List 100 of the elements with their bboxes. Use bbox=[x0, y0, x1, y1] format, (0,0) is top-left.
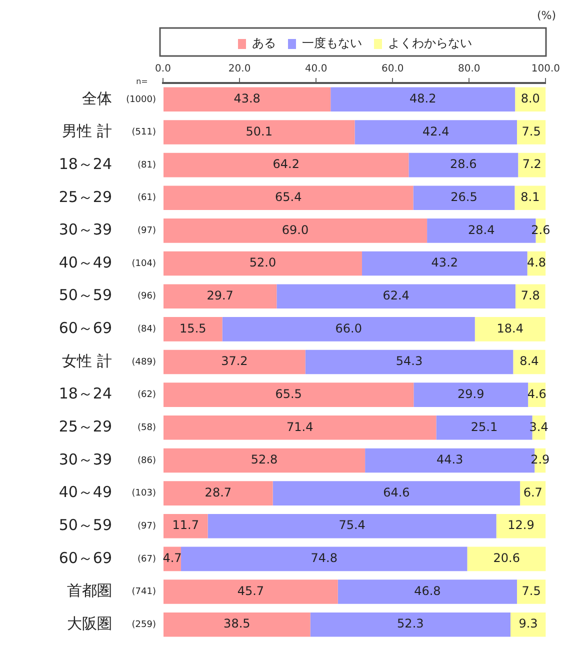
data-label: 74.8 bbox=[310, 551, 338, 566]
bar bbox=[516, 120, 546, 144]
x-tick-label: 20.0 bbox=[228, 64, 251, 75]
x-tick-label: 80.0 bbox=[458, 64, 480, 75]
data-label: 4.7 bbox=[162, 551, 182, 566]
data-label: 20.6 bbox=[493, 551, 520, 566]
data-label: 64.6 bbox=[383, 485, 410, 500]
data-label: 52.8 bbox=[250, 452, 278, 467]
data-label: 2.6 bbox=[531, 222, 550, 237]
category-label: 18～24 (62) bbox=[58, 384, 156, 403]
x-tick-label: 60.0 bbox=[381, 64, 404, 75]
bar bbox=[164, 284, 277, 308]
bar bbox=[414, 382, 528, 407]
bar bbox=[520, 481, 546, 506]
data-label: 25.1 bbox=[470, 420, 498, 434]
category-label: 25～29 (61) bbox=[58, 188, 156, 206]
category-label: 60～69 (84) bbox=[58, 319, 156, 338]
bar bbox=[338, 580, 517, 604]
data-label: 64.2 bbox=[272, 157, 300, 172]
bar bbox=[164, 448, 366, 473]
data-label: 65.4 bbox=[275, 190, 302, 204]
bar bbox=[164, 87, 331, 112]
data-label: 54.3 bbox=[396, 354, 423, 368]
bar bbox=[467, 546, 546, 572]
category-label: 女性 計 (489) bbox=[62, 352, 156, 370]
bar bbox=[496, 514, 546, 538]
y-tick-label: 全体 (1000) bbox=[82, 89, 156, 108]
bar bbox=[164, 350, 306, 374]
bar bbox=[514, 186, 546, 210]
data-label: 46.8 bbox=[414, 584, 441, 598]
data-label: 43.2 bbox=[431, 256, 458, 270]
data-label: 69.0 bbox=[282, 222, 309, 237]
bar bbox=[164, 481, 273, 506]
category-label: 大阪圏 (259) bbox=[67, 614, 156, 632]
data-label: 75.4 bbox=[338, 518, 366, 532]
bar bbox=[515, 284, 546, 308]
data-label: 8.4 bbox=[520, 354, 539, 368]
data-label: 7.2 bbox=[522, 157, 542, 172]
category-label: 50～59 (96) bbox=[58, 286, 156, 304]
text: (%) bbox=[536, 8, 556, 22]
data-label: 29.7 bbox=[206, 288, 234, 302]
legend-label: よくわからない bbox=[388, 36, 472, 50]
bar bbox=[164, 612, 310, 637]
legend-label: ある bbox=[252, 36, 276, 50]
data-label: 9.3 bbox=[518, 616, 538, 631]
bar bbox=[164, 580, 338, 604]
data-label: 7.8 bbox=[520, 288, 540, 302]
data-label: 42.4 bbox=[422, 124, 450, 138]
data-label: 44.3 bbox=[436, 452, 464, 467]
bar bbox=[272, 481, 520, 506]
data-label: 43.8 bbox=[234, 92, 260, 106]
data-label: 62.4 bbox=[382, 288, 410, 302]
category-label: 30～39 (97) bbox=[58, 220, 156, 239]
category-label: 50～59 (97) bbox=[58, 516, 156, 534]
data-label: 7.5 bbox=[522, 124, 541, 138]
data-label: 12.9 bbox=[508, 518, 534, 532]
bar bbox=[164, 514, 208, 538]
category-label: 25～29 (58) bbox=[58, 418, 156, 436]
data-label: 7.5 bbox=[522, 584, 541, 598]
data-label: 29.9 bbox=[458, 386, 484, 401]
bar bbox=[510, 612, 546, 637]
bar bbox=[208, 514, 496, 538]
bar bbox=[164, 152, 409, 178]
data-label: 8.1 bbox=[520, 190, 540, 204]
bar bbox=[164, 218, 428, 243]
data-label: 65.5 bbox=[275, 386, 302, 401]
bar bbox=[408, 152, 518, 178]
bar bbox=[164, 382, 414, 407]
data-label: 28.4 bbox=[468, 222, 495, 237]
x-tick-label: 100.0 bbox=[531, 64, 560, 75]
bar bbox=[310, 612, 510, 637]
data-label: 52.3 bbox=[397, 616, 424, 631]
data-label: 28.7 bbox=[204, 485, 232, 500]
bar bbox=[513, 350, 546, 374]
category-label: 60～69 (67) bbox=[58, 548, 156, 567]
data-label: 52.0 bbox=[249, 256, 276, 270]
bar bbox=[354, 120, 517, 144]
data-label: 71.4 bbox=[286, 420, 314, 434]
data-label: 8.0 bbox=[520, 92, 540, 106]
data-label: 28.6 bbox=[450, 157, 477, 172]
bar bbox=[474, 317, 546, 342]
data-label: 37.2 bbox=[221, 354, 248, 368]
bar bbox=[516, 580, 546, 604]
data-label: 11.7 bbox=[172, 518, 199, 532]
data-label: 4.6 bbox=[527, 386, 546, 401]
bar bbox=[180, 546, 468, 572]
x-tick-label: 40.0 bbox=[304, 64, 328, 75]
bar bbox=[164, 416, 436, 440]
data-label: 66.0 bbox=[335, 321, 362, 336]
x-tick-label: 0.0 bbox=[155, 64, 171, 75]
bar bbox=[518, 152, 546, 178]
category-label: 首都圏 (741) bbox=[67, 582, 156, 600]
data-label: 50.1 bbox=[246, 124, 272, 138]
bar bbox=[164, 317, 222, 342]
data-label: 15.5 bbox=[180, 321, 206, 336]
bar bbox=[305, 350, 514, 374]
category-label: 男性 計 (511) bbox=[62, 122, 156, 140]
bar bbox=[413, 186, 515, 210]
data-label: 48.2 bbox=[409, 92, 436, 106]
data-label: 2.9 bbox=[530, 452, 550, 467]
